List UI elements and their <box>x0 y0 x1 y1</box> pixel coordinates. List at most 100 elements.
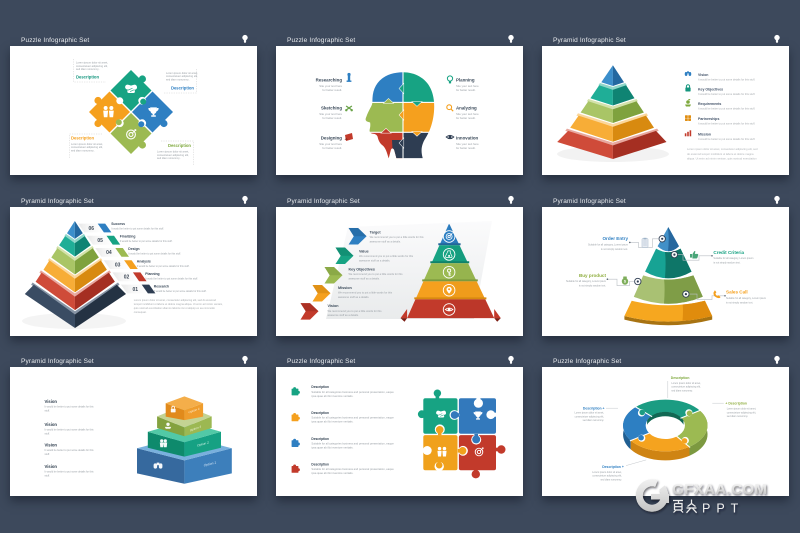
svg-text:Key Objectives: Key Objectives <box>349 268 375 272</box>
svg-text:Lorem ipsum dolor sit amet,: Lorem ipsum dolor sit amet, <box>71 142 103 146</box>
svg-text:PPT: PPT <box>702 502 744 516</box>
svg-text:Description: Description <box>168 143 191 148</box>
svg-text:Site your text here: Site your text here <box>456 112 479 116</box>
svg-text:ipsa quae ab illo inventore ve: ipsa quae ab illo inventore veritatis. <box>311 445 353 449</box>
svg-text:Lorem ipsum dolor sit amet,: Lorem ipsum dolor sit amet, <box>592 471 622 474</box>
svg-text:04: 04 <box>106 250 112 256</box>
svg-text:It would be better to put some: It would be better to put some details f… <box>145 277 198 280</box>
svg-text:awesome stuff as a details.: awesome stuff as a details. <box>338 295 370 299</box>
svg-text:for better result.: for better result. <box>456 116 476 120</box>
svg-text:It would be better to put some: It would be better to put some details f… <box>120 240 173 243</box>
svg-text:Sales Call: Sales Call <box>726 290 748 295</box>
svg-text:Vision: Vision <box>698 73 708 77</box>
svg-text:Description: Description <box>311 463 329 467</box>
svg-text:Lorem ipsum dolor sit amet,: Lorem ipsum dolor sit amet, <box>575 411 605 414</box>
svg-text:Mission: Mission <box>698 132 711 136</box>
svg-text:Suitable for all categories bu: Suitable for all categories business and… <box>311 467 394 471</box>
svg-text:Description: Description <box>311 385 329 389</box>
svg-text:Lorem ipsum dolor sit amet,: Lorem ipsum dolor sit amet, <box>166 71 198 75</box>
svg-text:Site your text here: Site your text here <box>456 84 479 88</box>
svg-text:do eiusmod tempor incididunt u: do eiusmod tempor incididunt ut labore e… <box>687 152 754 156</box>
svg-text:It would be better to put some: It would be better to put some details f… <box>698 137 755 141</box>
svg-text:+ Description: + Description <box>725 402 747 406</box>
svg-text:sed diam nonummy .: sed diam nonummy . <box>166 78 190 82</box>
svg-text:stuff.: stuff. <box>45 410 51 413</box>
svg-text:consectetuer adipiscing elit,: consectetuer adipiscing elit, <box>575 415 605 418</box>
svg-text:05: 05 <box>97 238 103 244</box>
svg-text:Vision: Vision <box>45 422 58 427</box>
svg-text:Lorem ipsum dolor sit amet, co: Lorem ipsum dolor sit amet, consectetur … <box>134 298 217 302</box>
svg-text:Suitable for all categories bu: Suitable for all categories business and… <box>311 441 394 445</box>
svg-text:Lorem ipsum dolor sit amet,: Lorem ipsum dolor sit amet, <box>671 382 701 385</box>
svg-text:It would be better to put some: It would be better to put some details f… <box>128 252 181 255</box>
svg-text:It would be better to put so: It would be better to put some details f… <box>45 429 95 432</box>
svg-text:Option 4: Option 4 <box>189 407 200 415</box>
svg-text:Partnerships: Partnerships <box>698 117 719 121</box>
svg-text:is not simply random text.: is not simply random text. <box>713 262 740 265</box>
svg-text:Description: Description <box>76 75 99 80</box>
svg-text:Mission: Mission <box>338 286 352 290</box>
svg-text:awesome stuff as a details.: awesome stuff as a details. <box>328 313 360 317</box>
svg-text:Order Entry: Order Entry <box>602 236 628 241</box>
svg-text:consectetuer adipiscing elit,: consectetuer adipiscing elit, <box>592 475 622 478</box>
svg-text:for better result.: for better result. <box>456 88 476 92</box>
svg-text:It would be better to put so: It would be better to put some details f… <box>45 406 95 409</box>
svg-text:Description +: Description + <box>602 465 624 469</box>
svg-text:Lorem ipsum dolor sit amet,: Lorem ipsum dolor sit amet, <box>76 61 108 65</box>
svg-text:consectetuer adipiscing elit,: consectetuer adipiscing elit, <box>157 153 189 157</box>
svg-text:It would be better to put some: It would be better to put some details f… <box>698 107 755 111</box>
svg-text:Suitable for all categories bu: Suitable for all categories business and… <box>311 416 394 420</box>
svg-text:stuff.: stuff. <box>45 433 51 436</box>
svg-text:Design: Design <box>128 247 139 251</box>
svg-text:Value: Value <box>359 250 369 254</box>
svg-text:Option 3: Option 3 <box>190 425 202 433</box>
svg-text:sed diam nonummy .: sed diam nonummy . <box>76 67 100 71</box>
svg-text:tempor incididunt ut labore: tempor incididunt ut labore et dolore ma… <box>134 302 223 306</box>
svg-text:We recommend you to put a lit: We recommend you to put a little words f… <box>349 272 404 276</box>
svg-text:Description: Description <box>171 86 194 91</box>
svg-text:for better result.: for better result. <box>456 146 476 150</box>
svg-text:Analyzing: Analyzing <box>456 106 477 111</box>
svg-text:is not simply random text.: is not simply random text. <box>579 285 606 288</box>
svg-text:sed diam nonummy .: sed diam nonummy . <box>157 156 181 160</box>
svg-text:Site your text here: Site your text here <box>456 142 479 146</box>
svg-text:for better result.: for better result. <box>322 88 342 92</box>
svg-text:01: 01 <box>133 287 139 293</box>
svg-text:Site your text here: Site your text here <box>319 112 342 116</box>
svg-text:is not simply random text.: is not simply random text. <box>601 248 628 251</box>
svg-text:Buy product: Buy product <box>579 273 607 278</box>
svg-text:Description: Description <box>311 437 329 441</box>
svg-text:aliqua. Ut enim ad minim venia: aliqua. Ut enim ad minim veniam, quis no… <box>687 157 757 161</box>
svg-text:06: 06 <box>89 226 95 232</box>
svg-text:Credit Criteria: Credit Criteria <box>713 250 744 255</box>
svg-text:Suitable for all category, Lor: Suitable for all category, Lorem ipsum <box>588 243 628 246</box>
svg-text:ipsa quae ab illo inventore ve: ipsa quae ab illo inventore veritatis. <box>311 394 353 398</box>
svg-text:Vision: Vision <box>45 464 58 469</box>
svg-text:It would be better to put so: It would be better to put some details f… <box>45 471 95 474</box>
svg-text:Vision: Vision <box>328 304 340 308</box>
svg-text:sed diam nonummy.: sed diam nonummy. <box>583 419 605 422</box>
svg-text:Researching: Researching <box>316 78 343 83</box>
svg-text:is not simply random text.: is not simply random text. <box>726 301 753 304</box>
svg-text:Sketching: Sketching <box>321 106 342 111</box>
svg-text:ipsa quae ab illo inventore ve: ipsa quae ab illo inventore veritatis. <box>311 471 353 475</box>
svg-text:Planning: Planning <box>456 78 475 83</box>
svg-text:It would be better to put some: It would be better to put some details f… <box>154 290 207 293</box>
svg-text:quis nostrud exercitation ull: quis nostrud exercitation ullamco labori… <box>134 306 216 310</box>
svg-text:Lorem ipsum dolor sit amet,: Lorem ipsum dolor sit amet, <box>727 407 757 410</box>
svg-text:awesome stuff as a details.: awesome stuff as a details. <box>370 239 402 243</box>
svg-text:GFXAA.COM: GFXAA.COM <box>672 481 767 498</box>
svg-text:It would be better to put some: It would be better to put some details f… <box>698 92 755 96</box>
svg-text:Vision: Vision <box>45 399 58 404</box>
svg-text:Key Objectives: Key Objectives <box>698 88 723 92</box>
svg-text:Description: Description <box>311 411 329 415</box>
svg-text:Description: Description <box>671 376 690 380</box>
svg-text:sed diam nonummy.: sed diam nonummy. <box>671 390 693 393</box>
svg-text:for better result.: for better result. <box>322 116 342 120</box>
svg-text:It would be better to put some: It would be better to put some details f… <box>137 265 190 268</box>
svg-text:sed diam nonummy.: sed diam nonummy. <box>600 479 622 482</box>
svg-text:Suitable for all category, Lor: Suitable for all category, Lorem ipsum <box>566 280 606 283</box>
svg-text:It would be better to put some: It would be better to put some details f… <box>111 227 164 230</box>
svg-text:Planning: Planning <box>145 272 159 276</box>
svg-text:03: 03 <box>115 262 121 268</box>
